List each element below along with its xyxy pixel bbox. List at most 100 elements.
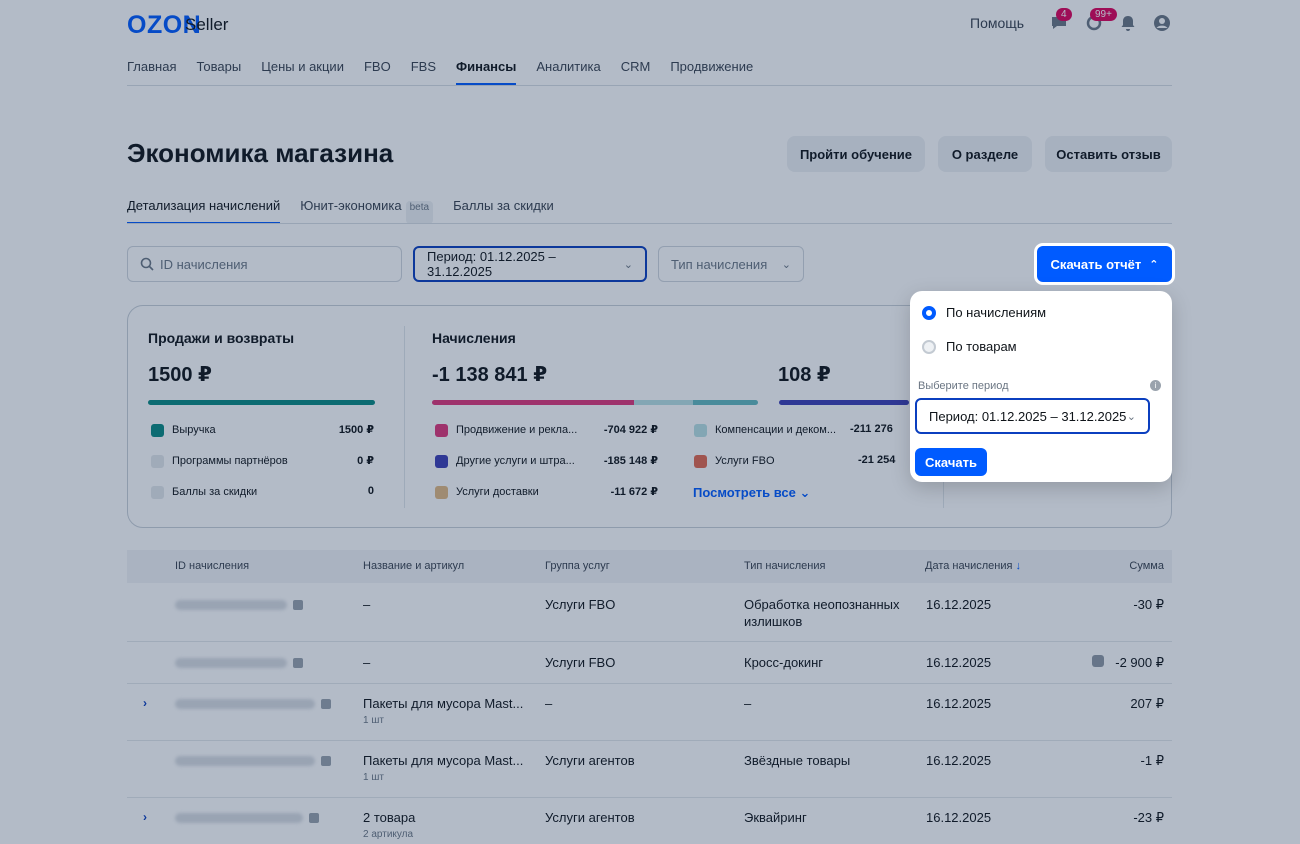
legend-swatch — [694, 454, 707, 468]
row-name: Пакеты для мусора Mast... 1 шт — [363, 695, 523, 729]
download-popup: По начислениям По товарам Выберите перио… — [910, 291, 1172, 482]
nav-item-prices[interactable]: Цены и акции — [261, 59, 344, 74]
sales-bar — [148, 400, 375, 405]
chevron-down-icon: ⌄ — [781, 258, 791, 271]
section-divider — [404, 326, 405, 508]
bell-icon[interactable] — [1119, 14, 1137, 32]
row-group: Услуги FBO — [545, 597, 616, 612]
legend-item: Продвижение и рекла... — [435, 423, 577, 437]
download-report-label: Скачать отчёт — [1050, 256, 1142, 272]
col-date[interactable]: Дата начисления ↓ — [925, 560, 1021, 572]
row-name: Пакеты для мусора Mast... 1 шт — [363, 752, 523, 786]
legend-label: Баллы за скидки — [172, 486, 258, 498]
row-type-line2: излишков — [744, 614, 803, 629]
support-badge: 99+ — [1090, 8, 1117, 21]
legend-label: Услуги доставки — [456, 486, 539, 498]
table-row[interactable]: – Услуги FBO Обработка неопознанных излиш… — [127, 584, 1172, 642]
chat-badge: 4 — [1056, 8, 1072, 21]
ozon-logo[interactable]: OZON — [127, 11, 202, 39]
row-sum: -30 ₽ — [1133, 597, 1164, 612]
popup-download-button[interactable]: Скачать — [915, 448, 987, 476]
info-icon[interactable]: i — [1150, 380, 1161, 391]
download-report-button[interactable]: Скачать отчёт ⌃ — [1037, 246, 1172, 282]
bar-segment-compensation — [634, 400, 693, 405]
period-select[interactable]: Период: 01.12.2025 – 31.12.2025 ⌄ — [413, 246, 647, 282]
third-bar — [779, 400, 909, 405]
col-id: ID начисления — [175, 560, 250, 572]
table-row[interactable]: – Услуги FBO Кросс-докинг 16.12.2025 -2 … — [127, 642, 1172, 684]
legend-value: 0 ₽ — [357, 455, 374, 467]
copy-icon[interactable] — [309, 813, 319, 823]
nav-item-analytics[interactable]: Аналитика — [536, 59, 601, 74]
row-name: – — [363, 597, 371, 612]
option-by-charges[interactable]: По начислениям — [922, 305, 1046, 320]
legend-label: Продвижение и рекла... — [456, 424, 578, 436]
row-name-sub: 1 шт — [363, 715, 384, 726]
radio-selected[interactable] — [922, 305, 936, 320]
section-divider — [943, 456, 944, 508]
row-name-title: 2 товара — [363, 810, 416, 825]
chevron-down-icon: ⌄ — [799, 485, 811, 500]
nav-item-finance[interactable]: Финансы — [456, 59, 517, 85]
legend-value: -704 922 ₽ — [603, 424, 658, 436]
table-row[interactable]: › 2 товара 2 артикула Услуги агентов Эква… — [127, 798, 1172, 844]
legend-item: Компенсации и деком... — [694, 423, 836, 437]
option-by-products[interactable]: По товарам — [922, 339, 1017, 354]
nav-divider — [127, 85, 1172, 86]
row-type: Эквайринг — [744, 810, 807, 825]
see-all-link[interactable]: Посмотреть все ⌄ — [693, 485, 810, 501]
option-by-charges-label: По начислениям — [946, 305, 1047, 320]
expand-chevron-icon[interactable]: › — [143, 810, 147, 824]
charge-type-label: Тип начисления — [671, 256, 768, 272]
nav-item-crm[interactable]: CRM — [620, 59, 651, 74]
row-name-title: Пакеты для мусора Mast... — [363, 696, 524, 711]
nav-item-fbo[interactable]: FBO — [363, 59, 391, 74]
row-date: 16.12.2025 — [926, 696, 992, 711]
bell-icon-svg — [1121, 16, 1135, 31]
row-sum: -1 ₽ — [1140, 753, 1164, 768]
table-row[interactable]: › Пакеты для мусора Mast... 1 шт – – 16.1… — [127, 684, 1172, 741]
option-by-products-label: По товарам — [946, 339, 1017, 354]
search-input[interactable]: ID начисления — [127, 246, 402, 282]
table-row[interactable]: Пакеты для мусора Mast... 1 шт Услуги аге… — [127, 741, 1172, 798]
col-date-label: Дата начисления — [925, 560, 1013, 572]
nav-item-products[interactable]: Товары — [196, 59, 242, 74]
row-sum: 207 ₽ — [1130, 696, 1164, 711]
popup-period-select[interactable]: Период: 01.12.2025 – 31.12.2025 ⌄ — [915, 398, 1150, 434]
chevron-up-icon: ⌃ — [1149, 258, 1159, 271]
chevron-down-icon: ⌄ — [623, 258, 633, 271]
about-button[interactable]: О разделе — [938, 136, 1032, 172]
nav-item-promotion[interactable]: Продвижение — [670, 59, 754, 74]
legend-label: Другие услуги и штра... — [456, 455, 575, 467]
expand-chevron-icon[interactable]: › — [143, 696, 147, 710]
copy-icon[interactable] — [321, 699, 331, 709]
row-group: Услуги FBO — [545, 655, 616, 670]
help-link[interactable]: Помощь — [970, 15, 1025, 31]
main-nav: Главная Товары Цены и акции FBO FBS Фина… — [127, 59, 753, 85]
nav-item-home[interactable]: Главная — [127, 59, 177, 74]
bar-segment-promo — [432, 400, 635, 405]
row-name-sub: 2 артикула — [363, 829, 414, 840]
tab-details[interactable]: Детализация начислений — [127, 198, 281, 224]
row-date: 16.12.2025 — [926, 810, 992, 825]
logo-seller-label: Seller — [185, 15, 229, 34]
legend-value: -11 672 ₽ — [610, 486, 658, 498]
col-sum: Сумма — [1129, 560, 1164, 572]
legend-item: Баллы за скидки — [151, 485, 257, 499]
popup-period-value: Период: 01.12.2025 – 31.12.2025 — [929, 408, 1127, 424]
tab-unit-economics[interactable]: Юнит-экономика beta — [300, 198, 434, 224]
copy-icon[interactable] — [293, 658, 303, 668]
row-sum: -2 900 ₽ — [1115, 655, 1164, 670]
copy-icon[interactable] — [293, 600, 303, 610]
legend-item: Выручка — [151, 423, 216, 437]
copy-icon[interactable] — [321, 756, 331, 766]
radio-unselected[interactable] — [922, 339, 936, 354]
search-icon — [140, 257, 154, 271]
charge-type-select[interactable]: Тип начисления ⌄ — [658, 246, 804, 282]
nav-item-fbs[interactable]: FBS — [410, 59, 436, 74]
learn-button[interactable]: Пройти обучение — [787, 136, 925, 172]
profile-icon[interactable] — [1153, 14, 1171, 32]
feedback-button[interactable]: Оставить отзыв — [1045, 136, 1172, 172]
tab-discount-points[interactable]: Баллы за скидки — [453, 198, 554, 213]
legend-label: Выручка — [172, 424, 216, 436]
